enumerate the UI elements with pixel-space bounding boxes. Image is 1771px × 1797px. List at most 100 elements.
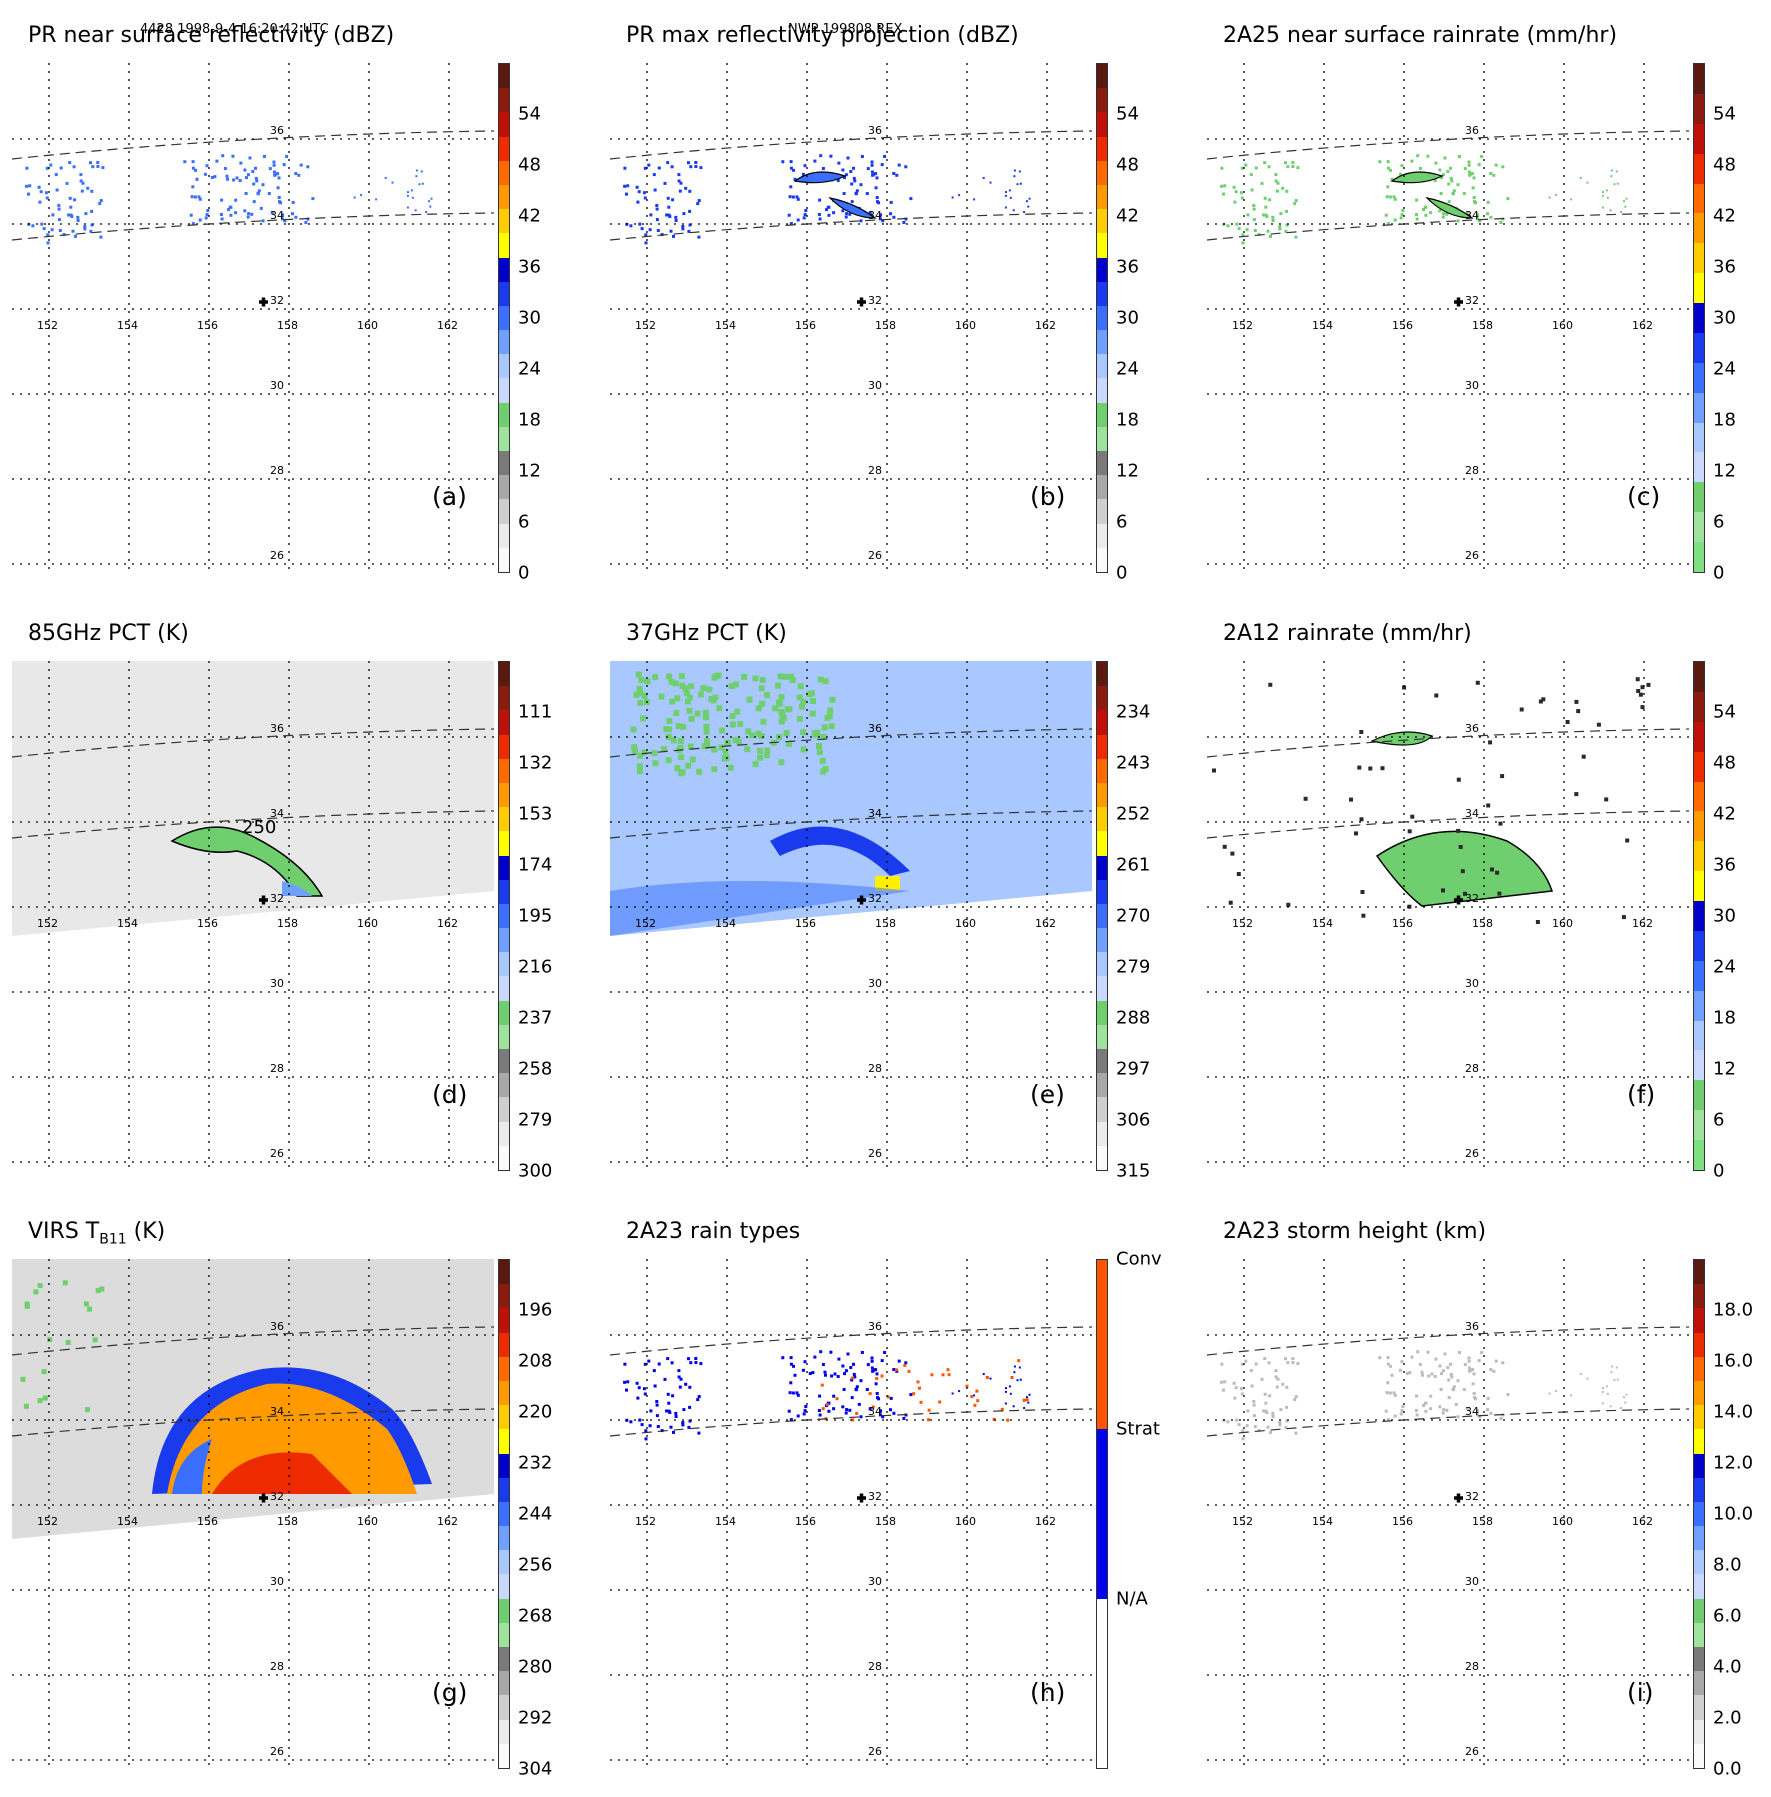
colorbar-swatch <box>1694 721 1704 752</box>
lon-label: 158 <box>1472 917 1493 930</box>
colorbar-swatch <box>1694 1671 1704 1696</box>
colorbar-swatch <box>1694 1743 1704 1768</box>
colorbar-swatch <box>1694 422 1704 453</box>
lat-label: 28 <box>270 464 284 477</box>
panel-i: 2A23 storm height (km) 152 154 156 158 160 162… <box>1195 1217 1771 1797</box>
colorbar-swatch <box>499 257 509 282</box>
lon-label: 162 <box>1632 319 1653 332</box>
colorbar-swatch <box>1097 112 1107 137</box>
colorbar-swatch <box>499 160 509 185</box>
colorbar-tick-label: 36 <box>1713 256 1736 278</box>
colorbar-swatch <box>499 1308 509 1333</box>
colorbar-swatch <box>1694 1356 1704 1381</box>
colorbar-swatch <box>1097 184 1107 210</box>
colorbar-swatch <box>499 1405 509 1430</box>
colorbar-tick-label: 237 <box>518 1007 553 1029</box>
panel-title: 2A25 near surface rainrate (mm/hr) <box>1223 23 1618 48</box>
lon-label: 152 <box>635 319 656 332</box>
colorbar-tick-label: 18 <box>518 409 541 431</box>
colorbar-swatch <box>1097 1145 1107 1170</box>
storm-center-marker <box>259 297 268 307</box>
colorbar-tick-label: 48 <box>1713 752 1736 774</box>
colorbar-swatch <box>1097 1024 1107 1049</box>
colorbar-tick-label: 196 <box>518 1299 553 1321</box>
colorbar-tick-label: 279 <box>1116 956 1151 978</box>
colorbar-swatch <box>499 136 509 161</box>
lon-label: 152 <box>635 917 656 930</box>
map-area: 152 154 156 158 160 162 36 34 32 30 28 26 <box>610 63 1092 573</box>
colorbar-swatch <box>499 686 509 711</box>
colorbar-swatch <box>1097 209 1107 234</box>
lat-label: 34 <box>1465 209 1479 222</box>
lon-label: 156 <box>795 917 816 930</box>
colorbar-swatch <box>499 831 509 856</box>
colorbar-swatch <box>1097 686 1107 711</box>
colorbar-tick-label: 42 <box>518 205 541 227</box>
panel-title: PR near surface reflectivity (dBZ) <box>28 23 395 48</box>
colorbar-swatch <box>1097 1097 1107 1122</box>
lon-label: 160 <box>1552 917 1573 930</box>
lon-label: 154 <box>117 1515 138 1528</box>
colorbar-swatch <box>1097 1429 1107 1486</box>
colorbar-swatch <box>1097 1485 1107 1543</box>
colorbar-swatch <box>499 1719 509 1744</box>
colorbar-swatch <box>1694 1050 1704 1081</box>
colorbar <box>1096 1259 1108 1769</box>
map-grid: 152 154 156 158 160 162 36 34 32 30 28 26 <box>1207 661 1689 1171</box>
colorbar-tick-label: 12 <box>1713 1058 1736 1080</box>
colorbar-swatch <box>499 402 509 427</box>
lat-label: 28 <box>1465 1062 1479 1075</box>
colorbar-swatch <box>1694 1574 1704 1599</box>
colorbar-swatch <box>1694 303 1704 333</box>
colorbar-swatch <box>499 88 509 113</box>
rain-pixels <box>20 1280 105 1413</box>
rain-pixels <box>1548 169 1628 213</box>
panel-title: PR max reflectivity projection (dBZ) <box>626 23 1019 48</box>
colorbar-swatch <box>499 1453 509 1478</box>
lat-label: 36 <box>1465 1320 1479 1333</box>
swath-edge <box>12 130 494 160</box>
colorbar-swatch <box>499 1574 509 1599</box>
colorbar-swatch <box>499 1000 509 1025</box>
lat-label: 32 <box>868 294 882 307</box>
colorbar-swatch <box>499 547 509 572</box>
lon-label: 158 <box>277 1515 298 1528</box>
lat-label: 34 <box>868 807 882 820</box>
lat-label: 28 <box>270 1062 284 1075</box>
lat-label: 32 <box>868 892 882 905</box>
storm-center-marker <box>259 1493 268 1503</box>
lat-label: 28 <box>868 1062 882 1075</box>
colorbar-swatch <box>1694 153 1704 184</box>
lat-label: 28 <box>868 464 882 477</box>
colorbar-tick-label: 256 <box>518 1554 553 1576</box>
colorbar-swatch <box>1694 273 1704 303</box>
lon-label: 156 <box>795 319 816 332</box>
colorbar-swatch <box>1694 64 1704 94</box>
colorbar-swatch <box>1694 93 1704 124</box>
lon-label: 154 <box>1312 319 1333 332</box>
colorbar-tick-label: 30 <box>518 307 541 329</box>
colorbar-swatch <box>499 879 509 904</box>
colorbar-swatch <box>1694 871 1704 901</box>
colorbar-swatch <box>1694 930 1704 961</box>
panel-g: VIRS TB11 (K) 152 154 156 158 160 162 36 34 32 30 2… <box>0 1217 595 1797</box>
rain-pixels <box>1548 1365 1628 1409</box>
colorbar-swatch <box>499 928 509 953</box>
rain-area <box>1375 830 1554 907</box>
map-area: 250 152 154 156 158 160 162 36 34 32 30 28 26 <box>12 661 494 1171</box>
colorbar-swatch <box>499 378 509 403</box>
lon-label: 160 <box>955 917 976 930</box>
lat-label: 28 <box>868 1660 882 1673</box>
lat-label: 34 <box>868 209 882 222</box>
panel-d: 85GHz PCT (K) 250 152 154 156 158 160 162 36 34 32… <box>0 619 595 1199</box>
colorbar-tick-label: 18.0 <box>1713 1299 1754 1321</box>
lon-label: 154 <box>1312 917 1333 930</box>
colorbar-tick-label: 12 <box>1713 460 1736 482</box>
colorbar-swatch <box>1097 547 1107 572</box>
panel-label: (e) <box>1030 1080 1065 1109</box>
colorbar-tick-label: 16.0 <box>1713 1350 1754 1372</box>
storm-center-marker <box>857 895 866 905</box>
panel-f: 2A12 rainrate (mm/hr) 152 154 156 158 160 162 3… <box>1195 619 1771 1199</box>
lat-label: 26 <box>868 1147 882 1160</box>
colorbar-swatch <box>1097 1711 1107 1768</box>
